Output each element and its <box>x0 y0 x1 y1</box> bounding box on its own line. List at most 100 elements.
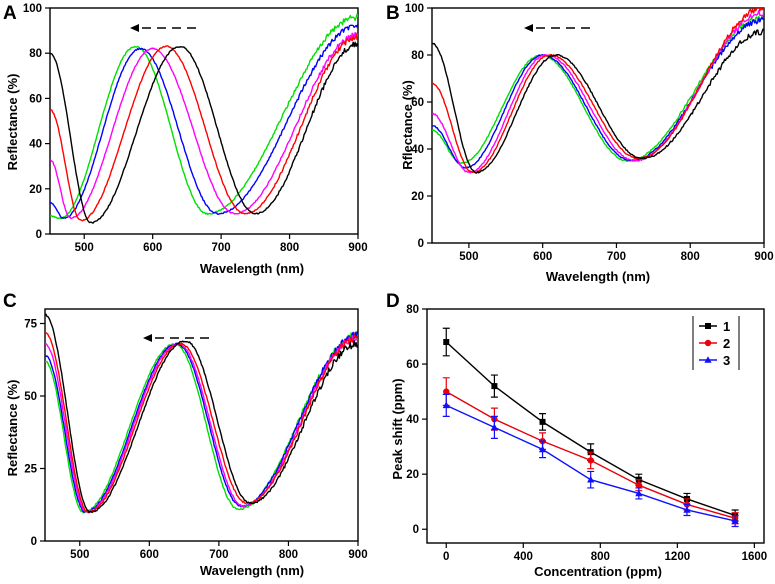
x-tick-label-C-0: 500 <box>70 549 89 561</box>
x-tick-label-A-4: 900 <box>348 242 367 254</box>
y-tick-label-C-1: 25 <box>24 464 37 476</box>
series-group-B <box>432 8 764 174</box>
data-point-d-3-1 <box>490 423 498 431</box>
x-tick-label-A-3: 800 <box>280 242 299 254</box>
legend-label-3: 3 <box>723 353 730 368</box>
y-tick-label-C-2: 50 <box>24 391 37 403</box>
y-tick-label-C-0: 0 <box>31 536 37 548</box>
legend-label-2: 2 <box>723 336 730 351</box>
legend-marker-3 <box>704 356 712 363</box>
y-tick-label-D-4: 80 <box>406 304 419 316</box>
series-line-C-black <box>45 313 358 514</box>
data-point-d-3-3 <box>587 475 595 483</box>
series-line-B-magenta <box>432 10 764 174</box>
y-tick-label-D-3: 60 <box>406 359 419 371</box>
legend-label-1: 1 <box>723 319 730 334</box>
y-tick-label-A-4: 80 <box>29 48 42 60</box>
x-tick-label-A-1: 600 <box>143 242 162 254</box>
panel-a-ylabel: Reflectance (%) <box>5 74 20 171</box>
plot-frame-A <box>49 7 359 235</box>
panel-c-ylabel: Reflectance (%) <box>5 380 20 477</box>
y-tick-label-B-2: 40 <box>411 144 424 156</box>
series-line-C-blue <box>45 330 358 514</box>
panel-b: B Wavelength (nm) Rflectance (%) 500 600 7… <box>386 3 774 284</box>
y-tick-label-B-3: 60 <box>411 97 424 109</box>
shift-arrow-head-C <box>143 334 152 342</box>
shift-arrow-head-A <box>130 24 139 32</box>
y-tick-label-B-5: 100 <box>405 3 424 15</box>
panel-b-ylabel: Rflectance (%) <box>400 80 415 170</box>
panel-letter-d: D <box>386 291 400 312</box>
y-tick-label-A-5: 100 <box>23 3 42 15</box>
data-point-d-3-6 <box>731 517 739 524</box>
panel-a-xlabel: Wavelength (nm) <box>200 261 304 276</box>
x-tick-label-D-4: 1600 <box>742 551 768 563</box>
plot-frame-D <box>426 308 765 544</box>
panel-c-xlabel: Wavelength (nm) <box>200 563 304 578</box>
data-point-d-3-5 <box>683 506 691 513</box>
panel-d-ylabel: Peak shift (ppm) <box>390 378 405 479</box>
x-tick-label-B-1: 600 <box>533 251 552 263</box>
x-tick-label-D-2: 800 <box>591 551 610 563</box>
x-tick-label-D-0: 0 <box>443 551 449 563</box>
panel-b-xlabel: Wavelength (nm) <box>546 269 650 284</box>
plot-frame-B <box>431 7 765 244</box>
data-point-d-3-4 <box>635 489 643 497</box>
y-tick-label-D-2: 40 <box>406 414 419 426</box>
data-point-d-3-2 <box>538 445 547 453</box>
y-tick-label-A-3: 60 <box>29 93 42 105</box>
series-line-A-red <box>50 33 358 222</box>
x-tick-label-A-2: 700 <box>212 242 231 254</box>
series-line-d-1 <box>445 341 736 517</box>
panel-d-xlabel: Concentration (ppm) <box>534 564 662 579</box>
plot-frame-C <box>44 308 359 542</box>
x-tick-label-D-3: 1200 <box>665 551 691 563</box>
data-point-d-2-3 <box>587 457 594 464</box>
y-tick-label-D-0: 0 <box>413 524 419 536</box>
series-line-C-magenta <box>45 335 358 514</box>
data-point-d-1-2 <box>539 418 546 425</box>
x-tick-label-C-3: 800 <box>279 549 298 561</box>
series-group-C <box>45 313 358 514</box>
x-tick-label-C-4: 900 <box>348 549 367 561</box>
y-tick-label-B-1: 20 <box>411 191 424 203</box>
panel-d: D Concentration (ppm) Peak shift (ppm) 0… <box>386 291 767 579</box>
series-line-B-red <box>432 8 764 174</box>
y-tick-label-B-0: 0 <box>418 238 424 250</box>
series-line-C-red <box>45 331 358 514</box>
data-point-d-2-4 <box>635 481 643 489</box>
data-point-d-1-0 <box>443 339 450 346</box>
series-line-C-green <box>45 331 358 514</box>
x-tick-label-B-2: 700 <box>607 251 626 263</box>
panel-letter-c: C <box>3 291 17 312</box>
y-tick-label-A-0: 0 <box>36 229 42 241</box>
y-tick-label-D-1: 20 <box>406 469 419 481</box>
y-tick-label-C-3: 75 <box>24 319 37 331</box>
x-tick-label-A-0: 500 <box>75 242 94 254</box>
panel-letter-a: A <box>3 3 17 24</box>
data-point-d-3-0 <box>442 401 450 409</box>
x-tick-label-D-1: 400 <box>514 551 533 563</box>
series-line-B-green <box>432 15 764 165</box>
series-group-A <box>50 13 358 224</box>
x-tick-label-C-2: 700 <box>209 549 228 561</box>
shift-arrow-head-B <box>524 24 533 32</box>
panel-a: A Wavelength (nm) Reflectance (%) 500 600… <box>3 3 368 276</box>
x-tick-label-B-0: 500 <box>459 251 478 263</box>
panel-letter-b: B <box>386 3 400 24</box>
legend-marker-2 <box>704 339 712 347</box>
legend-marker-1 <box>705 323 711 329</box>
series-line-B-black <box>432 28 764 174</box>
data-point-d-2-0 <box>443 388 450 395</box>
series-line-A-magenta <box>50 32 358 220</box>
x-tick-label-B-4: 900 <box>754 251 773 263</box>
series-line-A-black <box>50 41 358 224</box>
x-tick-label-C-1: 600 <box>140 549 159 561</box>
series-line-A-blue <box>50 23 358 219</box>
x-tick-label-B-3: 800 <box>681 251 700 263</box>
data-point-d-1-1 <box>491 383 498 390</box>
panel-c: C Wavelength (nm) Reflectance (%) 500 600… <box>3 291 368 578</box>
y-tick-label-A-1: 20 <box>29 184 42 196</box>
y-tick-label-B-4: 80 <box>411 50 424 62</box>
